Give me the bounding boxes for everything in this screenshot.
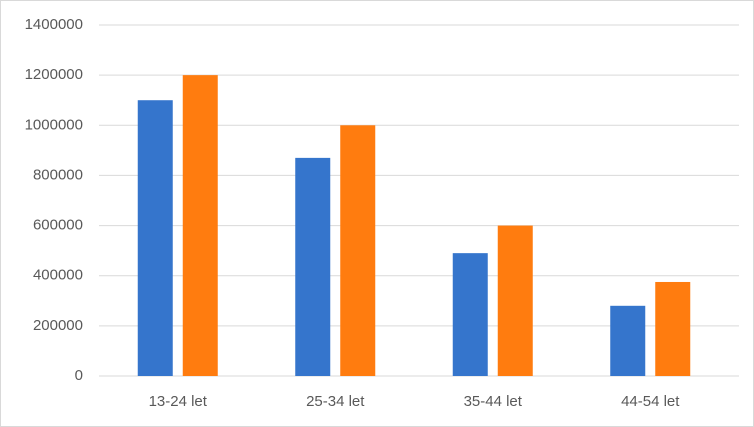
bar	[182, 75, 218, 377]
bar	[610, 305, 646, 376]
y-tick-label: 600000	[33, 217, 83, 234]
bar	[497, 225, 533, 376]
y-tick-label: 1400000	[25, 16, 83, 33]
y-tick-label: 800000	[33, 166, 83, 183]
bar	[452, 253, 488, 376]
bar	[340, 125, 376, 377]
bar	[295, 157, 331, 376]
y-tick-label: 1200000	[25, 66, 83, 83]
y-tick-label: 200000	[33, 317, 83, 334]
y-tick-label: 0	[75, 367, 83, 384]
x-tick-label: 13-24 let	[149, 393, 208, 410]
x-tick-label: 35-44 let	[464, 393, 523, 410]
bar	[137, 100, 173, 376]
x-tick-label: 25-34 let	[306, 393, 365, 410]
bar	[655, 281, 691, 376]
y-tick-label: 400000	[33, 267, 83, 284]
y-tick-label: 1000000	[25, 116, 83, 133]
x-tick-label: 44-54 let	[621, 393, 680, 410]
